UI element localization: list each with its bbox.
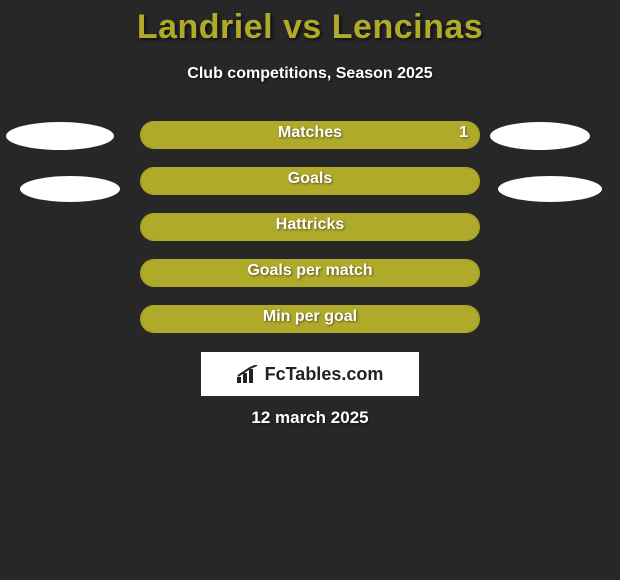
- bar-fill-left: [141, 260, 310, 286]
- bar-fill-left: [141, 168, 310, 194]
- decorative-oval: [498, 176, 602, 202]
- bar-fill-right: [310, 168, 479, 194]
- date-text: 12 march 2025: [251, 408, 368, 428]
- brand-chart-icon: [237, 365, 259, 383]
- bar-fill-right: [310, 260, 479, 286]
- bar-fill-right: [310, 306, 479, 332]
- bar-track: [140, 259, 480, 287]
- decorative-oval: [490, 122, 590, 150]
- comparison-chart: Matches1GoalsHattricksGoals per matchMin…: [0, 121, 620, 351]
- bar-track: [140, 305, 480, 333]
- stat-row: Hattricks: [0, 213, 620, 245]
- bar-fill-right: [141, 122, 479, 148]
- bar-fill-left: [141, 306, 310, 332]
- bar-track: [140, 213, 480, 241]
- bar-fill-left: [141, 214, 310, 240]
- decorative-oval: [20, 176, 120, 202]
- page-title: Landriel vs Lencinas: [0, 0, 620, 47]
- page-subtitle: Club competitions, Season 2025: [0, 65, 620, 83]
- brand-badge[interactable]: FcTables.com: [201, 352, 419, 396]
- decorative-oval: [6, 122, 114, 150]
- brand-text: FcTables.com: [265, 364, 384, 385]
- bar-track: [140, 167, 480, 195]
- stat-row: Min per goal: [0, 305, 620, 337]
- bar-fill-right: [310, 214, 479, 240]
- stat-row: Goals per match: [0, 259, 620, 291]
- bar-track: [140, 121, 480, 149]
